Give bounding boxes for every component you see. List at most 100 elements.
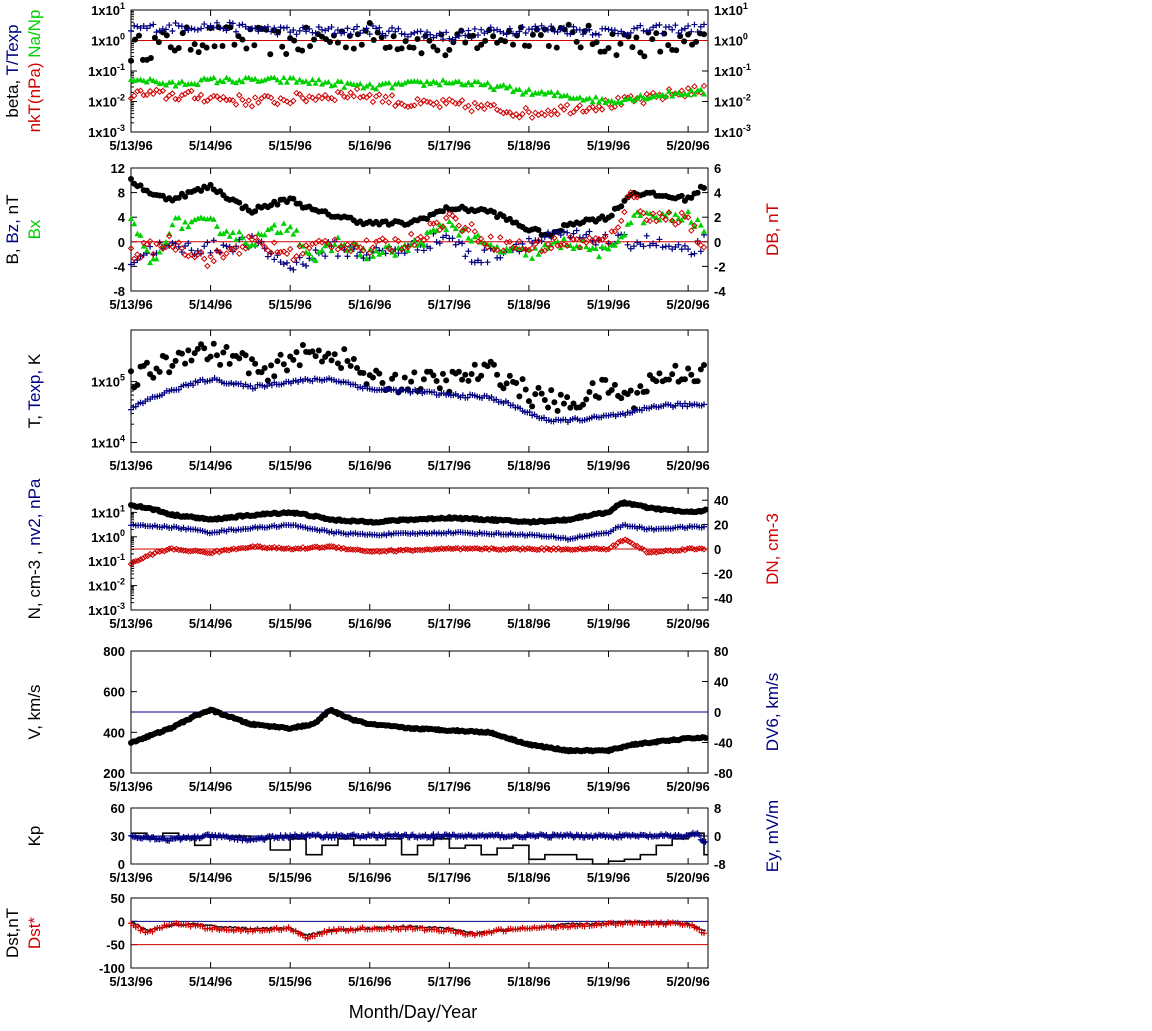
- data-point: [299, 342, 306, 349]
- data-point: [369, 84, 376, 91]
- data-point: [201, 98, 208, 105]
- data-point: [360, 93, 367, 100]
- data-point: [142, 553, 149, 560]
- data-point: [681, 25, 688, 32]
- data-point: [350, 45, 357, 52]
- x-tick-label: 5/15/96: [268, 458, 311, 473]
- data-point: [592, 30, 599, 37]
- data-point: [551, 234, 558, 242]
- data-point: [685, 31, 692, 38]
- data-point: [443, 232, 450, 239]
- y-tick-label: -100: [99, 961, 125, 976]
- data-point: [688, 227, 695, 234]
- data-point: [627, 219, 634, 226]
- data-point: [312, 353, 319, 360]
- y-right-axis-label: DV6, km/s: [763, 673, 782, 751]
- data-point: [548, 89, 555, 95]
- x-tick-label: 5/13/96: [109, 870, 152, 885]
- data-point: [277, 229, 284, 236]
- data-point: [611, 242, 618, 248]
- data-point: [290, 231, 297, 237]
- data-point: [629, 44, 636, 51]
- data-point: [583, 239, 590, 246]
- data-point: [634, 239, 641, 246]
- data-point: [516, 86, 523, 93]
- data-point: [312, 80, 319, 86]
- data-point: [290, 195, 297, 202]
- data-point: [701, 228, 708, 234]
- data-point: [599, 243, 606, 250]
- series-texp: [128, 375, 708, 426]
- data-point: [147, 22, 154, 29]
- data-point: [655, 548, 662, 555]
- data-point: [602, 99, 609, 105]
- data-point: [127, 95, 135, 102]
- data-point: [512, 245, 520, 252]
- data-point: [323, 543, 330, 550]
- data-point: [140, 23, 147, 30]
- data-point: [589, 31, 596, 38]
- data-point: [548, 834, 555, 841]
- data-point: [452, 225, 459, 232]
- data-point: [159, 80, 166, 86]
- data-point: [223, 344, 230, 351]
- data-point: [462, 81, 469, 88]
- data-point: [347, 89, 354, 96]
- data-point: [420, 242, 427, 248]
- data-point: [595, 103, 603, 110]
- data-point: [181, 251, 189, 259]
- data-point: [280, 545, 288, 553]
- data-point: [303, 28, 310, 35]
- data-point: [585, 22, 592, 29]
- data-point: [640, 219, 647, 226]
- axis-label-part: Bz,: [3, 219, 22, 248]
- data-point: [334, 246, 342, 253]
- data-point: [602, 546, 610, 553]
- data-point: [258, 239, 265, 247]
- data-point: [128, 57, 134, 64]
- data-point: [366, 80, 373, 87]
- data-point: [424, 29, 431, 36]
- y-tick-label: 0: [118, 914, 125, 929]
- data-point: [490, 33, 497, 40]
- x-tick-label: 5/18/96: [507, 297, 550, 312]
- data-point: [614, 224, 622, 231]
- data-point: [656, 21, 663, 28]
- data-point: [688, 371, 695, 378]
- data-point: [363, 83, 370, 89]
- data-point: [676, 547, 684, 554]
- data-point: [268, 28, 275, 35]
- data-point: [469, 545, 476, 552]
- data-point: [408, 31, 415, 38]
- data-point: [431, 545, 438, 553]
- data-point: [331, 241, 338, 247]
- data-point: [286, 245, 294, 253]
- data-point: [242, 239, 249, 245]
- data-point: [637, 212, 644, 218]
- data-point: [528, 114, 536, 121]
- data-point: [627, 29, 634, 36]
- data-point: [455, 100, 463, 107]
- data-point: [617, 40, 624, 47]
- x-tick-label: 5/18/96: [507, 974, 550, 989]
- data-point: [402, 546, 409, 553]
- data-point: [167, 44, 174, 51]
- data-point: [274, 100, 281, 108]
- data-point: [598, 236, 606, 243]
- series-dn: [127, 536, 708, 568]
- data-point: [411, 369, 418, 376]
- data-point: [378, 548, 385, 555]
- data-point: [702, 838, 709, 845]
- data-point: [216, 548, 223, 556]
- axis-label-part: Na/Np: [25, 10, 44, 63]
- data-point: [484, 100, 491, 108]
- data-point: [458, 97, 466, 104]
- data-point: [424, 78, 431, 84]
- data-point: [287, 546, 295, 553]
- data-point: [595, 253, 602, 260]
- y-axis-label-2: Dst*: [25, 917, 44, 950]
- data-point: [306, 544, 314, 552]
- data-point: [245, 74, 252, 81]
- data-point: [268, 362, 275, 369]
- data-point: [450, 39, 457, 46]
